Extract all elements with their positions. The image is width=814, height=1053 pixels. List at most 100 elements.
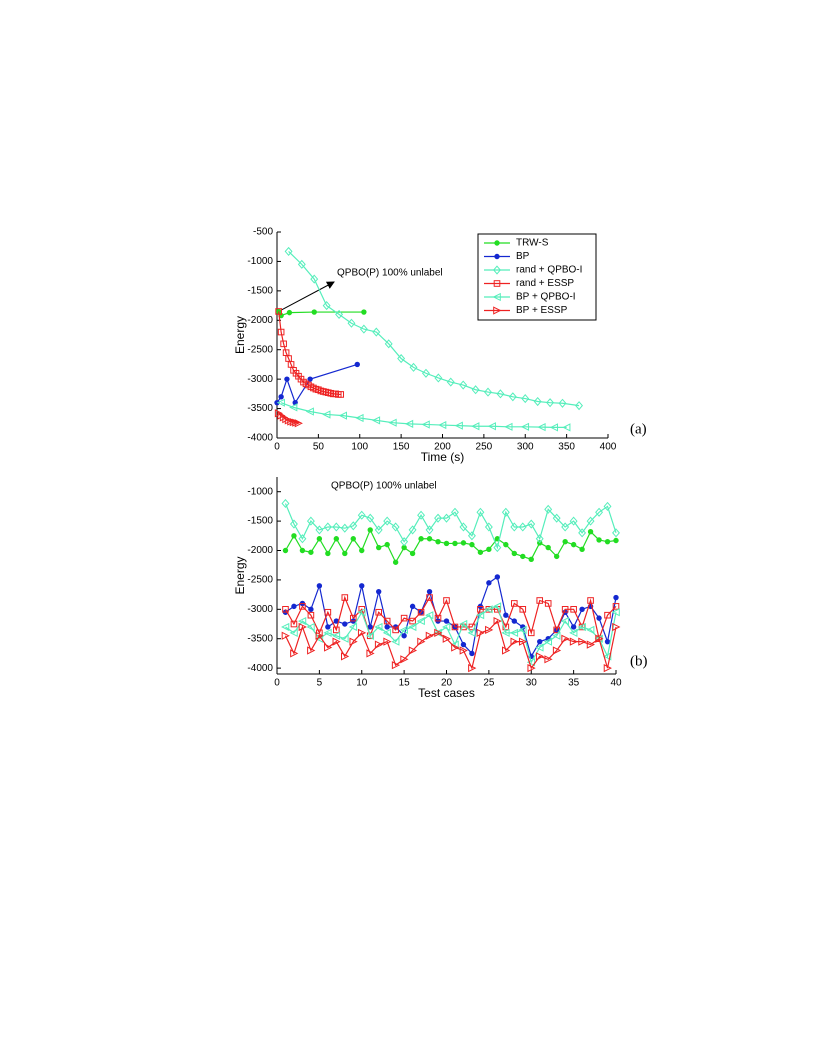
marker bbox=[322, 301, 331, 311]
marker bbox=[342, 621, 348, 627]
marker bbox=[298, 616, 307, 626]
marker bbox=[459, 646, 468, 655]
marker bbox=[282, 547, 289, 554]
marker bbox=[586, 516, 595, 526]
marker bbox=[316, 583, 323, 589]
series-line bbox=[280, 402, 567, 429]
marker bbox=[508, 392, 517, 402]
y-tick-label: -1500 bbox=[247, 285, 273, 296]
marker bbox=[613, 594, 619, 601]
marker bbox=[451, 643, 460, 652]
marker bbox=[357, 608, 366, 617]
y-tick-label: -3000 bbox=[247, 604, 273, 615]
marker bbox=[558, 398, 567, 408]
marker bbox=[315, 631, 324, 640]
marker bbox=[434, 628, 443, 637]
marker bbox=[469, 541, 475, 548]
marker bbox=[451, 623, 459, 631]
series-line bbox=[285, 605, 617, 664]
marker bbox=[310, 274, 319, 284]
marker bbox=[546, 398, 555, 408]
marker bbox=[501, 507, 510, 517]
marker bbox=[511, 618, 517, 624]
marker bbox=[391, 661, 401, 670]
legend-label: TRW-S bbox=[516, 238, 549, 249]
marker bbox=[298, 534, 307, 544]
marker bbox=[376, 544, 382, 551]
marker bbox=[603, 664, 612, 673]
marker bbox=[496, 389, 505, 399]
marker bbox=[587, 597, 594, 604]
marker bbox=[324, 608, 332, 616]
marker bbox=[417, 608, 425, 616]
marker bbox=[404, 419, 414, 428]
marker bbox=[332, 637, 341, 646]
marker bbox=[535, 652, 545, 661]
marker bbox=[552, 513, 561, 523]
series-line bbox=[276, 363, 358, 405]
marker bbox=[502, 623, 510, 631]
marker bbox=[519, 606, 527, 613]
marker bbox=[400, 614, 408, 622]
marker bbox=[569, 637, 579, 646]
marker bbox=[549, 423, 559, 432]
marker bbox=[504, 422, 513, 431]
marker bbox=[486, 580, 492, 586]
marker bbox=[586, 625, 595, 635]
marker bbox=[570, 606, 577, 613]
marker bbox=[476, 628, 485, 637]
marker bbox=[526, 658, 536, 667]
panel-label: (a) bbox=[630, 421, 647, 437]
marker bbox=[467, 531, 476, 541]
marker bbox=[578, 637, 587, 646]
marker bbox=[443, 540, 450, 547]
marker bbox=[333, 626, 340, 634]
marker bbox=[469, 650, 475, 657]
y-axis-label: Energy bbox=[233, 316, 247, 354]
marker bbox=[475, 611, 485, 620]
marker bbox=[426, 588, 433, 595]
marker bbox=[290, 620, 298, 628]
marker bbox=[603, 501, 612, 511]
marker bbox=[535, 534, 544, 544]
marker bbox=[274, 409, 284, 418]
marker bbox=[421, 420, 430, 429]
marker bbox=[305, 407, 314, 416]
marker bbox=[442, 513, 451, 523]
marker bbox=[477, 549, 484, 555]
marker bbox=[384, 624, 390, 630]
marker bbox=[359, 583, 365, 589]
marker bbox=[291, 603, 297, 610]
marker bbox=[494, 574, 501, 580]
marker bbox=[367, 624, 373, 630]
marker bbox=[596, 615, 602, 621]
marker bbox=[365, 631, 375, 640]
marker bbox=[520, 422, 530, 431]
y-tick-label: -3500 bbox=[247, 633, 273, 644]
marker bbox=[527, 629, 535, 637]
marker bbox=[493, 616, 502, 626]
marker bbox=[604, 638, 611, 645]
marker bbox=[533, 396, 542, 407]
marker bbox=[426, 594, 433, 601]
marker bbox=[325, 550, 331, 557]
marker bbox=[289, 417, 298, 427]
marker bbox=[484, 387, 492, 397]
marker bbox=[510, 522, 519, 532]
marker bbox=[528, 556, 534, 563]
marker bbox=[417, 637, 426, 646]
marker bbox=[354, 361, 360, 368]
x-tick-label: 10 bbox=[356, 678, 368, 689]
marker bbox=[460, 641, 467, 648]
marker bbox=[341, 594, 349, 601]
marker bbox=[416, 616, 425, 626]
marker bbox=[511, 550, 517, 557]
marker bbox=[316, 536, 323, 542]
annotation-arrow bbox=[278, 281, 335, 312]
marker bbox=[372, 327, 381, 337]
marker bbox=[292, 418, 301, 427]
marker bbox=[299, 603, 306, 610]
marker bbox=[569, 516, 578, 526]
